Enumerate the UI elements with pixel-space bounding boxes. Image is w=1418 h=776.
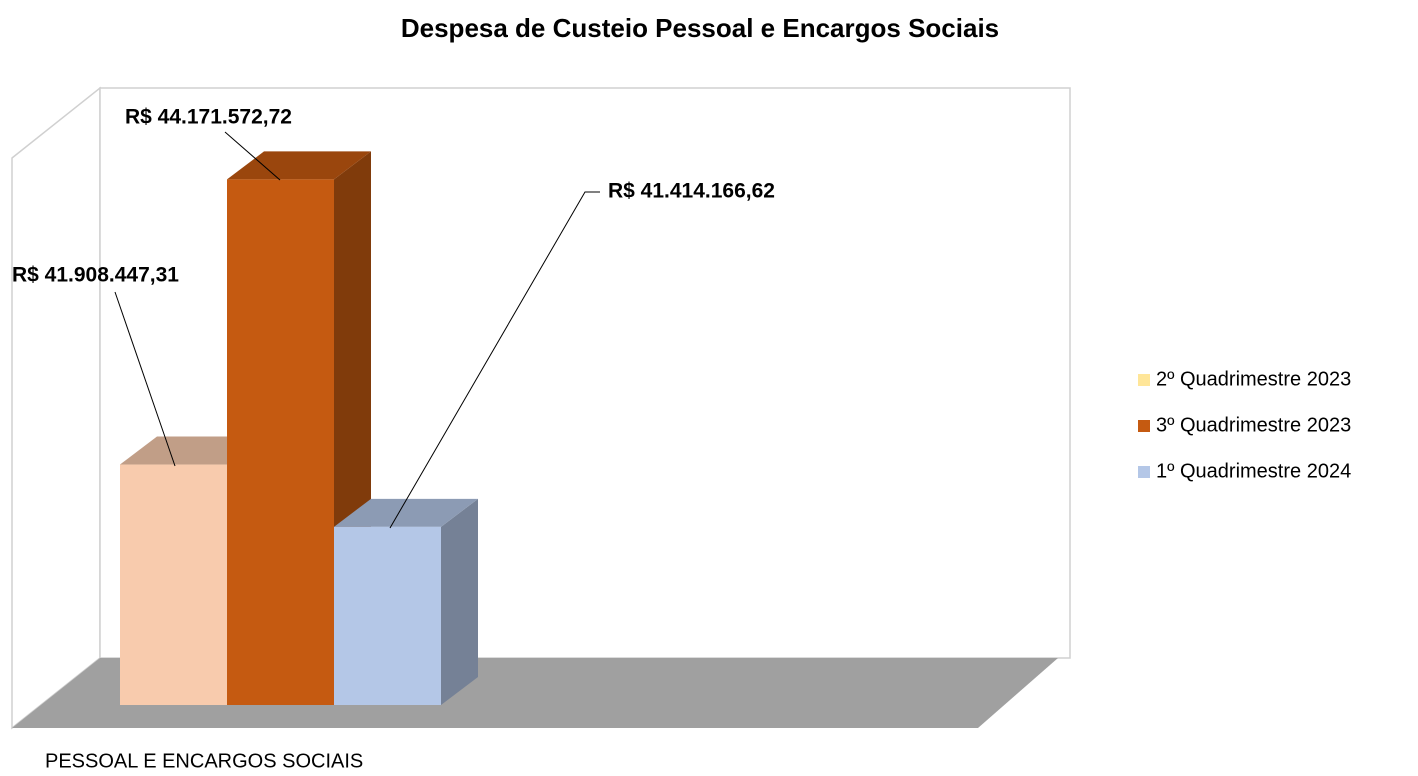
leader-line — [224, 131, 281, 181]
legend-label: 1º Quadrimestre 2024 — [1156, 460, 1351, 482]
leader-line — [389, 191, 600, 529]
legend-swatch — [1138, 466, 1150, 478]
legend-swatch — [1138, 374, 1150, 386]
legend-swatch — [1138, 420, 1150, 432]
bar-side — [441, 498, 478, 705]
legend-label: 3º Quadrimestre 2023 — [1156, 414, 1351, 436]
bar-top — [227, 151, 371, 180]
chart-title: Despesa de Custeio Pessoal e Encargos So… — [401, 13, 999, 43]
side-wall — [11, 86, 101, 730]
data-label: R$ 41.414.166,62 — [608, 180, 775, 203]
legend-label: 2º Quadrimestre 2023 — [1156, 368, 1351, 390]
data-label: R$ 41.908.447,31 — [12, 264, 179, 287]
bar — [334, 526, 441, 705]
leader-line — [114, 291, 176, 467]
bar — [227, 179, 334, 705]
x-tick-label: PESSOAL E ENCARGOS SOCIAIS — [45, 750, 363, 772]
bar — [120, 464, 227, 705]
data-label: R$ 44.171.572,72 — [125, 106, 292, 129]
bar-top — [334, 498, 478, 527]
